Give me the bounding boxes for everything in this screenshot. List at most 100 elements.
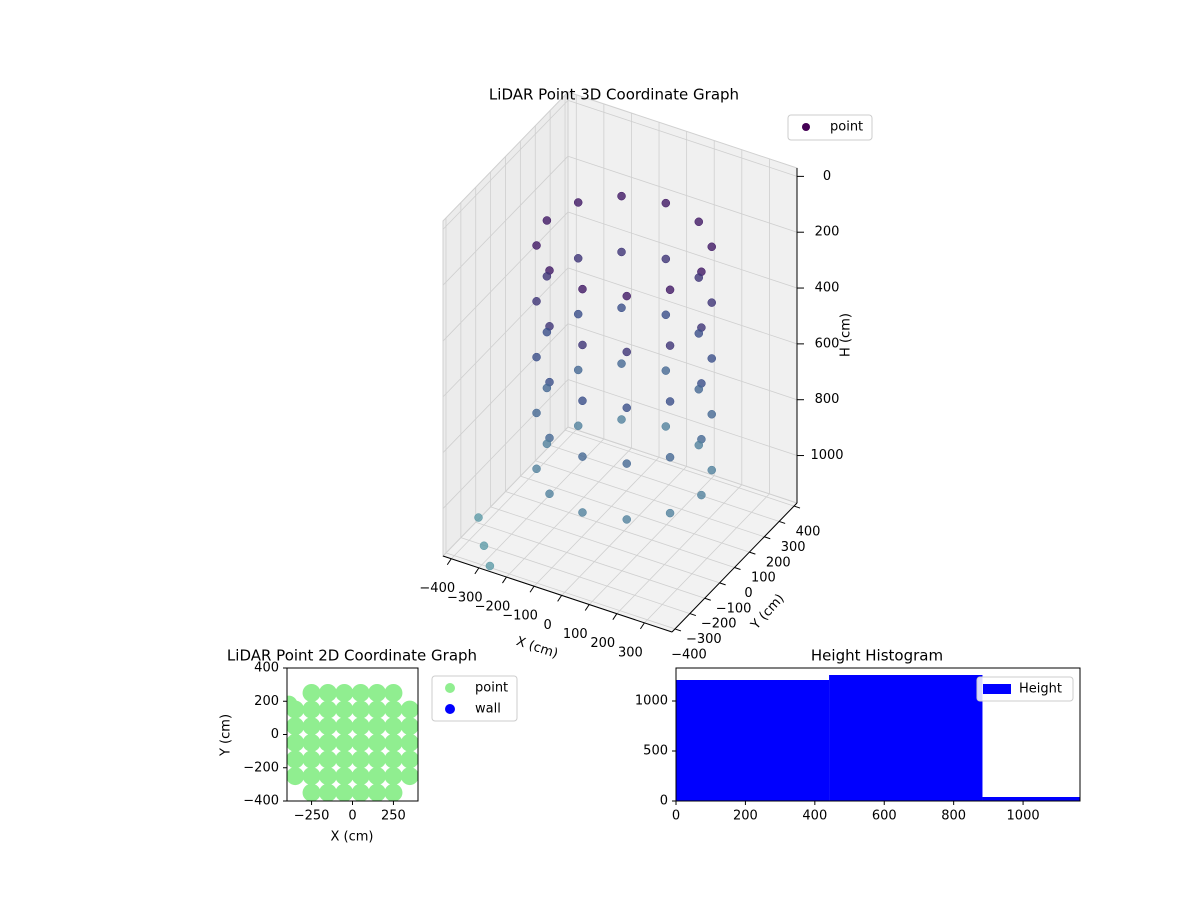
point-2d: [335, 717, 354, 736]
point-3d: [665, 508, 675, 518]
legend-label: point: [830, 120, 863, 135]
point-3d: [573, 198, 583, 207]
point-3d: [617, 191, 626, 201]
histogram-bar: [676, 680, 830, 801]
z-tick-label: 200: [815, 225, 840, 240]
point-3d: [573, 365, 583, 375]
axes-frame: [675, 667, 1081, 802]
plot-area: [676, 675, 1080, 801]
y-tick: [764, 536, 771, 540]
point-2d: [318, 733, 337, 752]
point-2d: [287, 695, 298, 714]
point-2d: [351, 717, 370, 736]
point-3d: [545, 489, 554, 499]
histogram-bar: [829, 675, 983, 801]
y-tick: [704, 597, 711, 601]
x-tick-label: 250: [381, 809, 406, 824]
point-2d: [318, 717, 337, 736]
point-2d: [351, 767, 370, 786]
plot-histogram: 0 200 400 600 800 1000 0 500 1000 Height Height Hi…: [635, 647, 1081, 824]
point-3d: [573, 254, 583, 263]
point-2d: [400, 700, 418, 719]
point-3d: [532, 297, 541, 306]
point-3d: [697, 490, 706, 500]
x-tick: [502, 576, 507, 584]
point-2d: [384, 750, 403, 769]
grid-line: [442, 211, 569, 342]
point-2d: [318, 767, 337, 786]
point-2d: [368, 700, 387, 719]
point-3d: [665, 285, 675, 295]
grid-line: [442, 100, 569, 230]
y-tick: [793, 505, 801, 509]
point-3d: [694, 217, 704, 227]
point-2d: [384, 733, 403, 752]
legend-label: Height: [1019, 682, 1062, 697]
point-3d: [622, 291, 632, 301]
point-3d: [617, 247, 626, 257]
x-tick-label: 600: [872, 809, 897, 824]
point-3d: [578, 396, 587, 406]
point-3d: [694, 329, 704, 338]
point-2d: [335, 783, 354, 801]
point-3d: [661, 310, 671, 320]
point-3d: [542, 272, 552, 281]
point-2d: [351, 783, 370, 801]
point-3d: [573, 421, 583, 431]
point-2d: [400, 717, 418, 736]
point-3d: [707, 298, 716, 307]
point-3d: [532, 408, 541, 418]
z-tick-label: 800: [815, 392, 840, 407]
x-tick-label: 1000: [1007, 809, 1040, 824]
point-2d: [351, 683, 370, 702]
point-3d: [578, 452, 587, 461]
legend-box: [787, 114, 873, 141]
y-tick-label: 0: [744, 586, 752, 601]
y-tick: [734, 567, 741, 570]
point-2d: [302, 750, 321, 769]
grid-line: [567, 99, 798, 177]
point-3d: [622, 459, 632, 468]
point-3d: [617, 359, 626, 368]
point-2d: [400, 733, 418, 752]
chart-title: Height Histogram: [811, 647, 943, 665]
point-2d: [384, 783, 403, 801]
x-tick-label: 100: [563, 627, 588, 642]
legend-label: wall: [475, 702, 501, 717]
point-3d: [661, 366, 671, 375]
point-3d: [622, 515, 632, 524]
grid-line: [442, 323, 569, 453]
x-tick-label: 0: [543, 618, 551, 633]
y-tick: [689, 613, 697, 617]
point-2d: [302, 683, 321, 702]
point-2d: [318, 750, 337, 769]
point-3d: [542, 439, 552, 449]
point-3d: [578, 508, 587, 517]
point-3d: [665, 341, 675, 350]
y-tick-label: 200: [766, 555, 791, 570]
point-3d: [622, 403, 632, 413]
point-2d: [384, 767, 403, 786]
point-2d: [287, 733, 305, 752]
point-2d: [384, 683, 403, 702]
grid-line: [475, 521, 705, 599]
x-tick-label: −400: [419, 581, 455, 596]
x-tick-label: 800: [941, 809, 966, 824]
point-2d: [351, 750, 370, 769]
y-tick-label: 0: [271, 727, 279, 742]
point-2d: [400, 750, 418, 769]
point-2d: [368, 733, 387, 752]
point-3d: [661, 198, 671, 208]
plot-2d: point wall −250 0 250 −400 −200 0 200 400 X (cm) Y …: [219, 647, 518, 845]
grid-line: [567, 323, 798, 401]
y-tick-label: −200: [243, 760, 279, 775]
point-2d: [287, 750, 305, 769]
y-tick-label: 400: [254, 661, 279, 676]
x-tick-label: 200: [590, 636, 615, 651]
y-tick-label: −400: [671, 647, 707, 662]
point-2d: [368, 783, 387, 801]
z-tick-label: 0: [823, 169, 831, 184]
y-tick-label: −100: [716, 601, 752, 616]
